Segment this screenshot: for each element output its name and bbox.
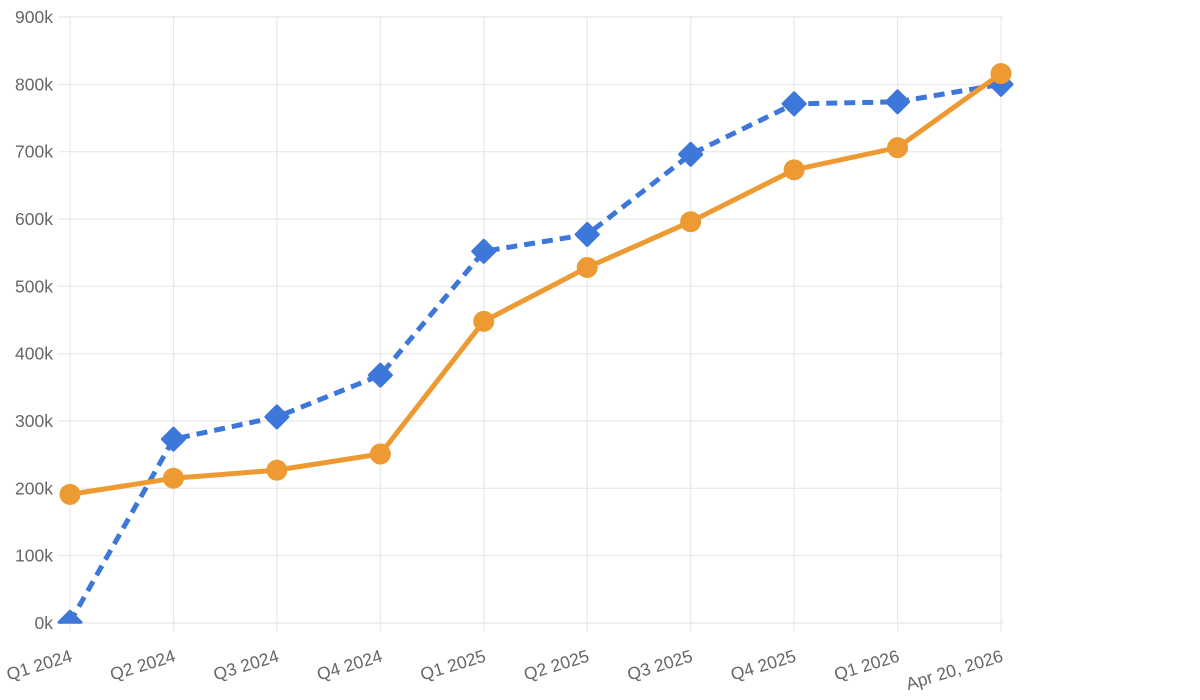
- data-point-circle: [887, 137, 909, 159]
- data-point-diamond: [367, 362, 393, 388]
- data-point-circle: [473, 310, 495, 332]
- x-tick-label: Q4 2025: [728, 646, 798, 685]
- x-tick-label: Q2 2024: [108, 646, 178, 685]
- data-point-diamond: [885, 89, 911, 115]
- y-tick-label: 600k: [15, 209, 53, 229]
- data-point-diamond: [678, 141, 704, 167]
- data-point-circle: [59, 483, 81, 505]
- x-tick-label: Apr 20, 2026: [903, 646, 1005, 694]
- x-tick-label: Q1 2024: [4, 646, 74, 685]
- y-tick-label: 500k: [15, 276, 53, 296]
- x-tick-label: Q1 2026: [832, 646, 902, 685]
- y-tick-label: 900k: [15, 7, 53, 27]
- data-point-circle: [576, 256, 598, 278]
- x-tick-label: Q3 2025: [625, 646, 695, 685]
- data-point-diamond: [160, 426, 186, 452]
- x-tick-label: Q2 2025: [521, 646, 591, 685]
- data-point-circle: [369, 443, 391, 465]
- data-point-diamond: [264, 404, 290, 430]
- data-point-circle: [266, 459, 288, 481]
- y-tick-label: 400k: [15, 344, 53, 364]
- data-point-circle: [990, 63, 1012, 85]
- data-point-diamond: [574, 221, 600, 247]
- series-line-blue-dashed-diamond-series: [67, 81, 1002, 624]
- series-line-orange-solid-circle-series: [69, 71, 1003, 497]
- data-point-circle: [783, 159, 805, 181]
- y-tick-label: 200k: [15, 478, 53, 498]
- series-group-blue-dashed-diamond-series: [57, 71, 1014, 624]
- x-tick-label: Q4 2024: [314, 646, 384, 685]
- y-tick-label: 0k: [35, 613, 54, 633]
- data-point-diamond: [781, 91, 807, 117]
- x-tick-label: Q1 2025: [418, 646, 488, 685]
- y-tick-label: 800k: [15, 74, 53, 94]
- series-group-orange-solid-circle-series: [59, 63, 1012, 505]
- y-tick-label: 700k: [15, 142, 53, 162]
- y-tick-label: 100k: [15, 546, 53, 566]
- x-tick-label: Q3 2024: [211, 646, 281, 685]
- data-point-circle: [680, 211, 702, 233]
- data-point-diamond: [57, 609, 83, 624]
- data-point-circle: [162, 467, 184, 489]
- y-tick-label: 300k: [15, 411, 53, 431]
- data-point-diamond: [471, 238, 497, 264]
